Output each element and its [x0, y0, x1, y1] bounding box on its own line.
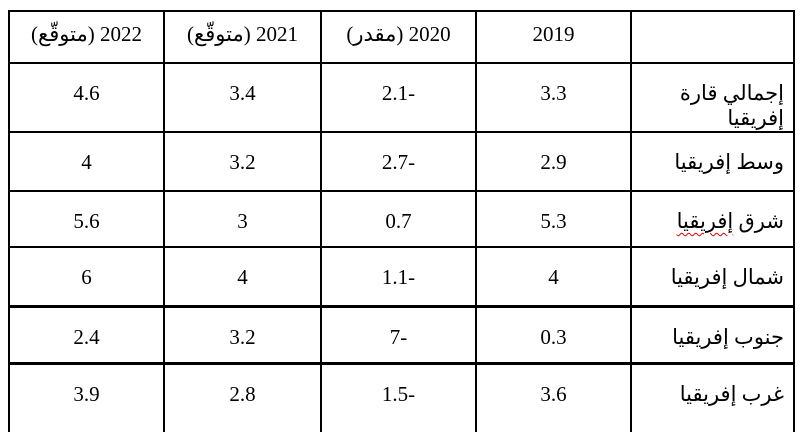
header-row: 2019 2020 (مقدر) 2021 (متوقّع) 2022 (متو… [8, 10, 795, 64]
table-row-total-africa: إجمالي قارة إفريقيا 3.3 -2.1 3.4 4.6 [8, 62, 795, 133]
row-label-north-africa[interactable]: شمال إفريقيا [630, 246, 795, 307]
cell-2019[interactable]: 0.3 [475, 304, 632, 364]
cell-2021[interactable]: 3.2 [163, 304, 322, 364]
cell-2022[interactable]: 5.6 [8, 190, 165, 248]
row-label-misspelled-word: إفريقيا [676, 209, 734, 233]
column-header-2020-estimated[interactable]: 2020 (مقدر) [320, 10, 477, 64]
cell-2020[interactable]: 0.7 [320, 190, 477, 248]
cell-2021[interactable]: 3.4 [163, 62, 322, 133]
row-label-text: شمال إفريقيا [670, 265, 784, 289]
row-label-central-africa[interactable]: وسط إفريقيا [630, 131, 795, 192]
cell-2022[interactable]: 2.4 [8, 304, 165, 364]
row-label-text: شرق [738, 209, 784, 233]
growth-rates-table: 2019 2020 (مقدر) 2021 (متوقّع) 2022 (متو… [8, 10, 795, 432]
column-header-2022-expected[interactable]: 2022 (متوقّع) [8, 10, 165, 64]
table-row-north-africa: شمال إفريقيا 4 -1.1 4 6 [8, 246, 795, 307]
cell-2021[interactable]: 2.8 [163, 361, 322, 432]
cell-2019[interactable]: 3.3 [475, 62, 632, 133]
row-label-text: غرب إفريقيا [679, 381, 784, 406]
table-row-east-africa: شرق إفريقيا 5.3 0.7 3 5.6 [8, 190, 795, 248]
cell-2021[interactable]: 3 [163, 190, 322, 248]
cell-2019[interactable]: 4 [475, 246, 632, 307]
cell-2022[interactable]: 4.6 [8, 62, 165, 133]
table-row-central-africa: وسط إفريقيا 2.9 -2.7 3.2 4 [8, 131, 795, 192]
row-label-west-africa[interactable]: غرب إفريقيا [630, 361, 795, 432]
cell-2019[interactable]: 2.9 [475, 131, 632, 192]
cell-2020[interactable]: -1.1 [320, 246, 477, 307]
cell-2021[interactable]: 4 [163, 246, 322, 307]
row-label-south-africa[interactable]: جنوب إفريقيا [630, 304, 795, 364]
cell-2022[interactable]: 3.9 [8, 361, 165, 432]
row-label-text: إجمالي قارة إفريقيا [679, 81, 784, 130]
cell-2019[interactable]: 3.6 [475, 361, 632, 432]
cell-2022[interactable]: 6 [8, 246, 165, 307]
row-label-text: وسط إفريقيا [674, 150, 784, 174]
cell-2020[interactable]: -7 [320, 304, 477, 364]
column-header-2019[interactable]: 2019 [475, 10, 632, 64]
cell-2020[interactable]: -2.7 [320, 131, 477, 192]
row-label-east-africa[interactable]: شرق إفريقيا [630, 190, 795, 248]
column-header-region[interactable] [630, 10, 795, 64]
cell-2020[interactable]: -1.5 [320, 361, 477, 432]
row-label-text: جنوب إفريقيا [672, 324, 784, 349]
row-label-total-africa[interactable]: إجمالي قارة إفريقيا [630, 62, 795, 133]
cell-2020[interactable]: -2.1 [320, 62, 477, 133]
column-header-2021-expected[interactable]: 2021 (متوقّع) [163, 10, 322, 64]
table-row-west-africa: غرب إفريقيا 3.6 -1.5 2.8 3.9 [8, 361, 795, 432]
table-row-south-africa: جنوب إفريقيا 0.3 -7 3.2 2.4 [8, 304, 795, 364]
cell-2021[interactable]: 3.2 [163, 131, 322, 192]
cell-2019[interactable]: 5.3 [475, 190, 632, 248]
cell-2022[interactable]: 4 [8, 131, 165, 192]
